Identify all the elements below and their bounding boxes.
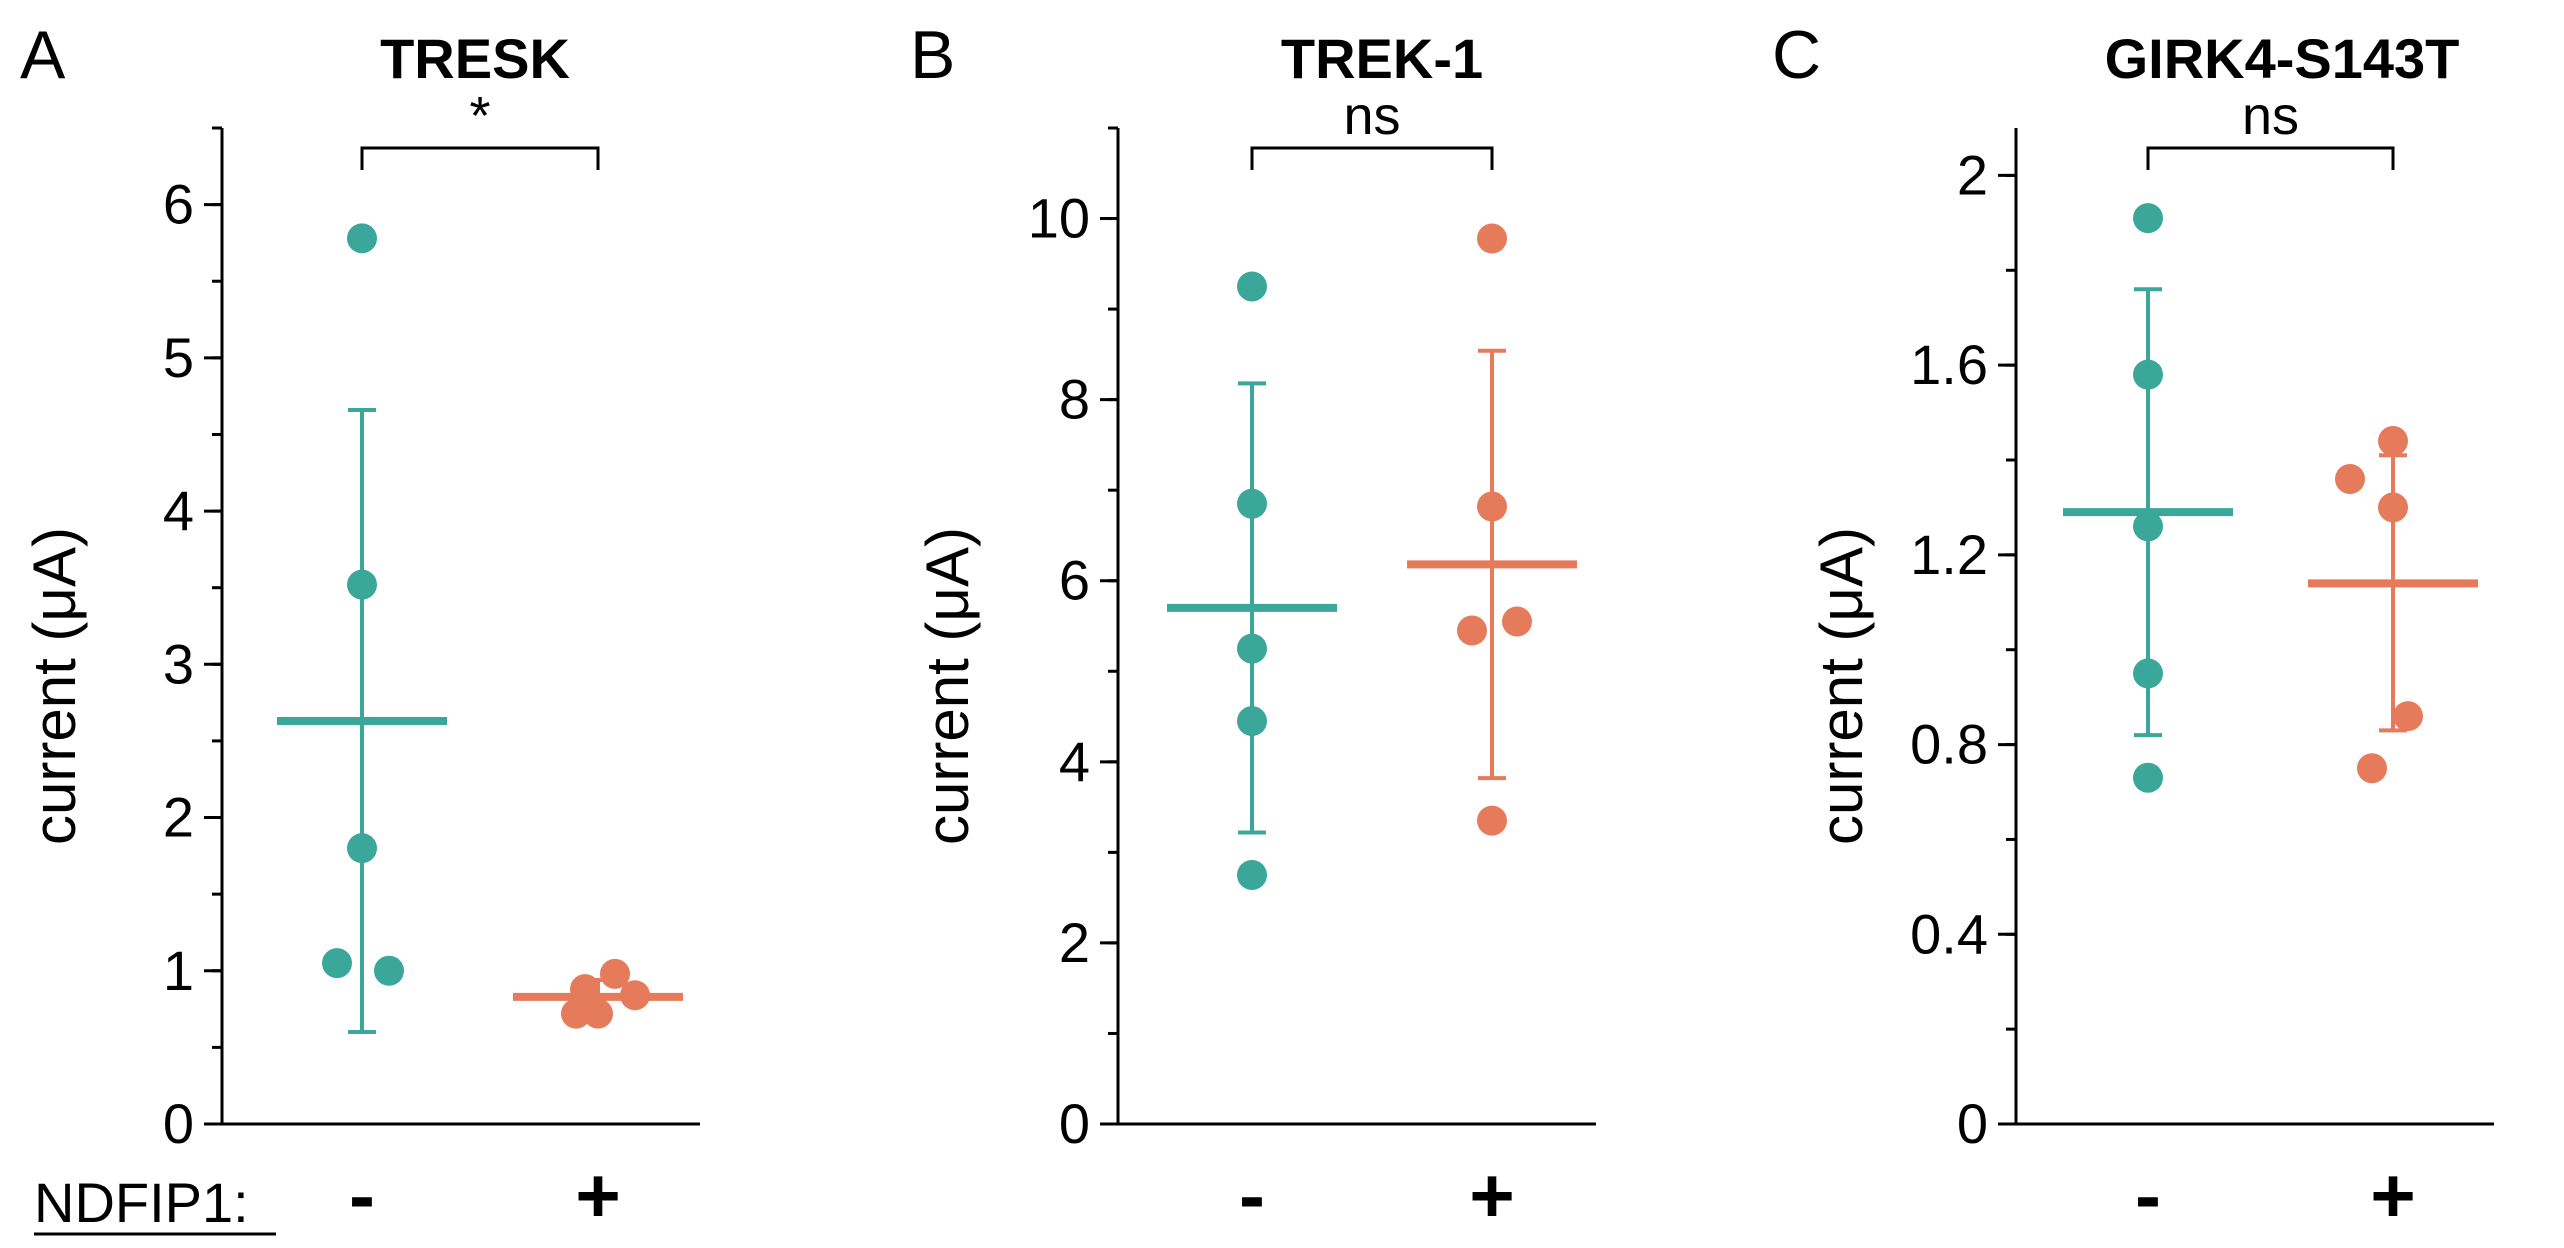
y-tick-label: 2 [1957,143,1988,206]
y-axis-label: current (μA) [1808,527,1875,845]
data-point [1477,491,1507,522]
y-tick-label: 0 [1957,1092,1988,1155]
data-point [374,955,404,986]
category-label: + [2370,1151,2416,1239]
data-point [1502,606,1532,637]
data-point [347,223,377,254]
data-point [2133,359,2163,390]
y-tick-label: 0 [163,1092,194,1155]
series-plus: + [513,958,683,1239]
data-point [347,833,377,864]
panel-letter: A [20,17,66,93]
data-point [1237,706,1267,737]
data-point [2133,658,2163,689]
data-point [1477,223,1507,254]
chart-panel-b: B TREK-1 0 2 4 6 8 10 current (μA) ns - + [910,17,1596,1239]
data-point [570,974,600,1005]
y-tick-label: 6 [1059,549,1090,612]
y-tick-label: 0.8 [1910,713,1988,776]
chart-panels: A TRESK 0 1 2 3 4 5 6 current (μA) * - + B TREK-1 0 2 4 6 8… [20,17,2494,1239]
y-tick-label: 1 [163,939,194,1002]
panel-title: GIRK4-S143T [2105,27,2460,90]
panel-letter: C [1772,17,1821,93]
significance-bracket [360,146,600,170]
data-point [2133,511,2163,542]
panel-title: TREK-1 [1281,27,1483,90]
data-point [1457,615,1487,646]
category-label: - [349,1151,375,1239]
panel-title: TRESK [380,27,570,90]
data-point [600,958,630,989]
data-point [620,980,650,1011]
data-point [2378,492,2408,523]
data-point [1237,488,1267,519]
series-minus: - [1167,271,1337,1239]
data-point [1237,860,1267,890]
significance-label: ns [1343,86,1400,146]
significance-label: * [469,86,490,146]
category-label: - [1239,1151,1265,1239]
data-point [2378,426,2408,457]
category-label: + [1469,1151,1515,1239]
significance-label: ns [2242,86,2299,146]
y-tick-label: 1.6 [1910,333,1988,396]
y-tick-label: 3 [163,632,194,695]
data-point [322,948,352,979]
y-axis-label: current (μA) [914,527,981,845]
y-tick-label: 4 [1059,730,1090,793]
significance-bracket [1250,146,1494,170]
series-minus: - [277,223,447,1239]
significance-bracket [2146,146,2395,170]
y-tick-label: 2 [163,786,194,849]
y-tick-label: 8 [1059,368,1090,431]
y-tick-label: 1.2 [1910,523,1988,586]
data-point [583,998,613,1029]
data-point [561,998,591,1029]
data-point [2133,762,2163,793]
category-label: + [575,1151,621,1239]
data-point [1237,271,1267,302]
y-tick-label: 4 [163,479,194,542]
y-tick-label: 0.4 [1910,902,1988,965]
y-tick-label: 10 [1028,187,1090,250]
y-tick-label: 2 [1059,911,1090,974]
data-point [2133,203,2163,234]
data-point [2357,753,2387,784]
series-minus: - [2063,203,2233,1239]
category-label: - [2135,1151,2161,1239]
series-plus: + [1407,223,1577,1239]
data-point [2335,463,2365,494]
series-plus: + [2308,426,2478,1239]
ndfip1-row-label: NDFIP1: [34,1171,249,1234]
chart-panel-a: A TRESK 0 1 2 3 4 5 6 current (μA) * - + [20,17,700,1239]
data-point [347,569,377,600]
chart-panel-c: C GIRK4-S143T 0 0.4 0.8 1.2 1.6 2 current (μA) ns… [1772,17,2494,1239]
data-point [1237,633,1267,664]
y-tick-label: 6 [163,173,194,236]
y-tick-label: 0 [1059,1092,1090,1155]
data-point [2393,701,2423,732]
y-axis-label: current (μA) [21,527,88,845]
y-tick-label: 5 [163,326,194,389]
panel-letter: B [910,17,955,93]
data-point [1477,805,1507,836]
